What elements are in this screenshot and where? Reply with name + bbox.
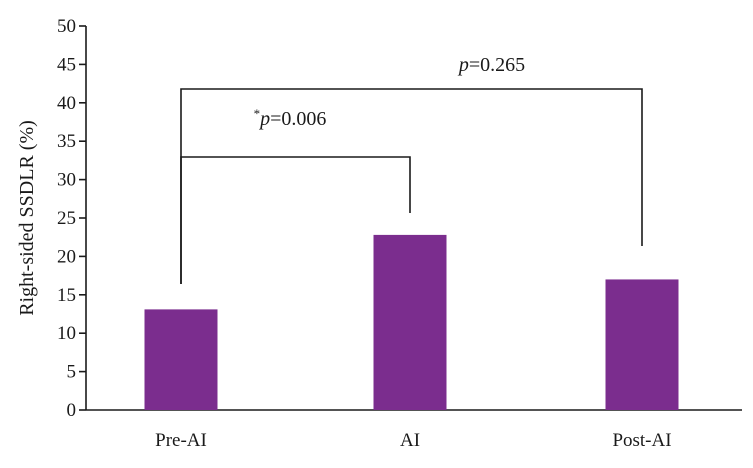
y-tick-label: 5 bbox=[67, 362, 77, 383]
bar-pre-ai bbox=[144, 309, 218, 410]
p-value-label: *p=0.006 bbox=[254, 106, 327, 131]
y-tick-label: 45 bbox=[57, 54, 76, 75]
x-axis: Pre-AI AI Post-AI bbox=[86, 409, 742, 451]
y-axis: 0 5 10 15 20 25 30 35 40 45 50 bbox=[57, 16, 87, 421]
y-tick-label: 20 bbox=[57, 246, 76, 267]
y-tick-label: 15 bbox=[57, 285, 76, 306]
y-tick-label: 50 bbox=[57, 16, 76, 37]
y-tick-label: 40 bbox=[57, 93, 76, 114]
y-tick-label: 35 bbox=[57, 131, 76, 152]
p-value-label: p=0.265 bbox=[457, 54, 525, 76]
y-tick-label: 0 bbox=[67, 400, 77, 421]
y-tick-label: 30 bbox=[57, 170, 76, 191]
x-tick-label: AI bbox=[400, 430, 420, 451]
significance-brackets: *p=0.006 p=0.265 bbox=[180, 54, 643, 284]
bar-ai bbox=[373, 234, 447, 410]
bars bbox=[144, 234, 679, 410]
y-axis-title: Right-sided SSDLR (%) bbox=[16, 120, 38, 316]
x-tick-label: Pre-AI bbox=[155, 430, 207, 451]
y-tick-label: 10 bbox=[57, 323, 76, 344]
y-tick-label: 25 bbox=[57, 208, 76, 229]
bar-post-ai bbox=[605, 279, 679, 410]
x-tick-label: Post-AI bbox=[612, 430, 671, 451]
significance-bracket bbox=[180, 88, 643, 284]
